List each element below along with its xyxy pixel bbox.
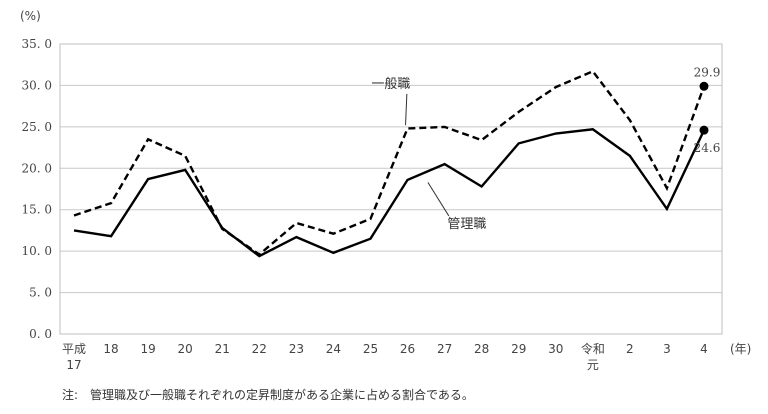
x-tick-label: 28: [474, 342, 489, 356]
x-tick-label: 26: [400, 342, 415, 356]
x-tick-label: 平成 17: [62, 342, 86, 372]
y-tick-label: 30. 0: [21, 78, 52, 92]
chart-grid: [60, 84, 722, 294]
y-tick-label: 15. 0: [21, 203, 52, 217]
x-tick-label: 21: [215, 342, 230, 356]
x-tick-label: 22: [252, 342, 267, 356]
plot-frame: [59, 43, 723, 335]
y-tick-label: 20. 0: [21, 161, 52, 175]
x-tick-label: 令和元: [581, 341, 605, 372]
endpoint-marker-manager: [699, 125, 709, 135]
y-tick-label: 25. 0: [21, 120, 52, 134]
y-unit-label: (%): [20, 9, 41, 23]
y-tick-label: 10. 0: [21, 244, 52, 258]
x-tick-label: 18: [103, 342, 118, 356]
series-label-manager: 管理職: [447, 217, 486, 232]
x-tick-label: 20: [178, 342, 193, 356]
x-tick-label: 2: [626, 342, 634, 356]
x-tick-label: 27: [437, 342, 452, 356]
y-axis-ticks: 0. 0 5. 0 10. 0 15. 0 20. 0 25. 0 30. 0 35. 0: [21, 37, 52, 341]
value-label-manager: 24.6: [694, 141, 721, 155]
y-tick-label: 0. 0: [29, 327, 52, 341]
series-group: [73, 69, 709, 258]
value-label-general: 29.9: [694, 65, 721, 79]
x-tick-label: 19: [140, 342, 155, 356]
series-line-manager: [73, 128, 706, 258]
y-tick-label: 35. 0: [21, 37, 52, 51]
y-tick-label: 5. 0: [29, 286, 52, 300]
x-unit-label: (年): [730, 342, 751, 356]
x-tick-label: 25: [363, 342, 378, 356]
series-label-general: 一般職: [371, 76, 410, 92]
endpoint-marker-general: [699, 81, 709, 91]
x-tick-label: 24: [326, 342, 341, 356]
x-tick-label: 30: [548, 342, 563, 356]
x-tick-label: 3: [663, 342, 671, 356]
x-tick-label: 23: [289, 342, 304, 356]
x-tick-label: 4: [700, 342, 708, 356]
leader-line-general: [405, 93, 408, 126]
series-line-general: [73, 69, 706, 257]
x-tick-label: 29: [511, 342, 526, 356]
footnote: 注: 管理職及び一般職それぞれの定昇制度がある企業に占める割合である。: [62, 388, 474, 402]
leader-line-manager: [427, 182, 450, 217]
